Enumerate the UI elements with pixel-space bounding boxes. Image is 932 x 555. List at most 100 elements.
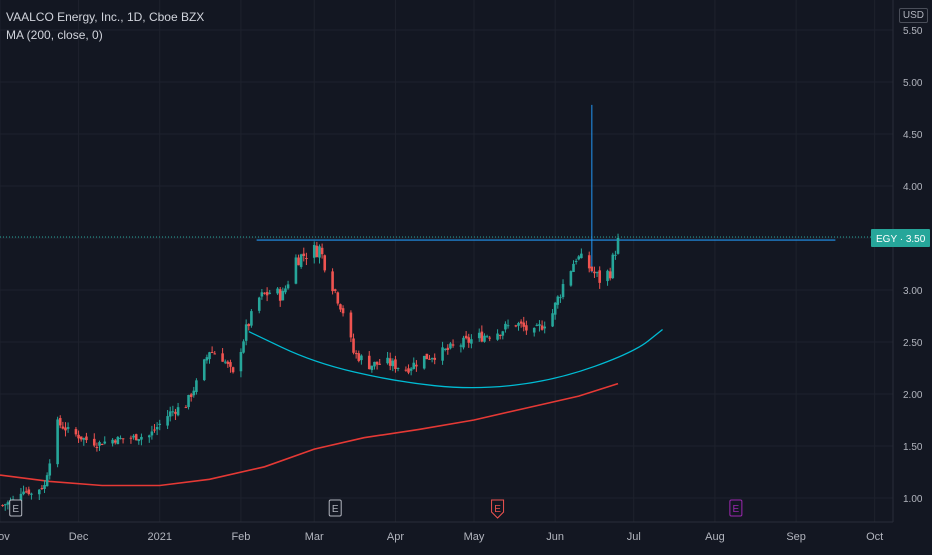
earnings-marker-label: E <box>332 504 339 515</box>
candle-body <box>263 292 266 294</box>
candle-body <box>430 358 434 360</box>
candle-body <box>6 502 10 505</box>
candle-body <box>64 427 67 431</box>
candle-body <box>357 353 361 361</box>
candle-body <box>488 337 492 339</box>
candle-body <box>532 327 536 333</box>
candle-body <box>208 352 211 360</box>
candle-body <box>305 258 308 260</box>
candle-body <box>360 355 363 361</box>
candle-body <box>525 325 528 331</box>
candle-body <box>522 322 526 327</box>
candle-body <box>433 357 437 360</box>
candle-body <box>608 271 612 279</box>
candle-body <box>260 292 264 297</box>
candle-body <box>174 411 177 414</box>
candle-body <box>247 324 251 327</box>
candle-body <box>137 439 141 442</box>
earnings-marker[interactable]: E <box>729 499 743 517</box>
candle-body <box>98 442 101 446</box>
candle-body <box>77 434 80 439</box>
candle-body <box>43 484 46 489</box>
candle-body <box>244 324 248 341</box>
candle-body <box>595 272 599 274</box>
earnings-marker-label: E <box>12 504 19 515</box>
candle-body <box>349 312 353 338</box>
candle-body <box>451 344 455 346</box>
candle-body <box>231 367 235 373</box>
candle-body <box>45 475 49 487</box>
candle-body <box>56 419 59 465</box>
earnings-marker-label: E <box>733 504 740 515</box>
earnings-marker[interactable]: E <box>491 499 505 519</box>
candle-body <box>153 429 156 431</box>
earnings-marker-shape <box>9 499 23 517</box>
symbol-title[interactable]: VAALCO Energy, Inc., 1D, Cboe BZX <box>6 10 205 24</box>
candle-body <box>480 331 484 342</box>
candle-body <box>320 247 324 255</box>
candle-body <box>100 444 104 446</box>
candle-body <box>378 363 382 365</box>
rounded-bottom-arc <box>248 329 663 389</box>
earnings-marker[interactable]: E <box>328 499 342 517</box>
candle-body <box>587 255 591 269</box>
candle-body <box>299 254 303 267</box>
last-price-label-box <box>871 229 930 247</box>
candle-body <box>391 360 395 367</box>
candle-body <box>561 284 565 298</box>
x-tick-label: Oct <box>866 531 883 543</box>
candle-body <box>559 297 562 299</box>
candle-body <box>66 427 70 429</box>
earnings-marker[interactable]: E <box>9 499 23 517</box>
candle-body <box>373 361 376 367</box>
candle-body <box>1 505 4 507</box>
candle-body <box>205 357 209 361</box>
candle-body <box>446 347 450 350</box>
candle-body <box>580 253 583 259</box>
candle-body <box>556 296 560 305</box>
y-tick-label: 3.00 <box>903 286 923 297</box>
candle-body <box>506 325 510 327</box>
x-tick-label: Jul <box>627 531 641 543</box>
candle-body <box>535 324 539 326</box>
currency-badge[interactable]: USD <box>898 8 928 23</box>
candle-body <box>498 334 502 336</box>
candle-body <box>276 288 279 294</box>
candle-body <box>302 253 306 256</box>
candle-body <box>323 255 327 271</box>
candle-body <box>189 394 193 397</box>
y-tick-label: 1.50 <box>903 442 923 453</box>
candle-body <box>24 491 28 493</box>
indicator-legend[interactable]: MA (200, close, 0) <box>6 28 103 42</box>
candle-body <box>223 361 227 363</box>
candle-body <box>184 407 188 409</box>
candle-body <box>284 288 287 293</box>
candle-body <box>409 368 413 371</box>
x-tick-label: Apr <box>387 531 404 543</box>
x-tick-label: Sep <box>786 531 806 543</box>
last-price-label-text: EGY · 3.50 <box>876 234 926 245</box>
candle-body <box>202 359 206 381</box>
candle-body <box>147 435 151 438</box>
candle-body <box>341 308 345 314</box>
candle-body <box>388 358 392 366</box>
candle-body <box>331 271 334 292</box>
x-tick-label: Dec <box>69 531 89 543</box>
y-tick-label: 5.50 <box>903 26 923 37</box>
candle-body <box>48 463 52 476</box>
candle-body <box>504 323 507 330</box>
candle-body <box>129 437 133 439</box>
candle-body <box>268 292 272 294</box>
candle-body <box>92 438 96 446</box>
candle-body <box>166 416 169 426</box>
candle-body <box>134 434 138 441</box>
candle-body <box>278 289 282 301</box>
candle-body <box>519 321 523 324</box>
candle-body <box>367 355 371 370</box>
candle-body <box>464 335 468 339</box>
candle-body <box>281 290 285 301</box>
candle-body <box>40 488 44 490</box>
candle-body <box>111 439 114 444</box>
